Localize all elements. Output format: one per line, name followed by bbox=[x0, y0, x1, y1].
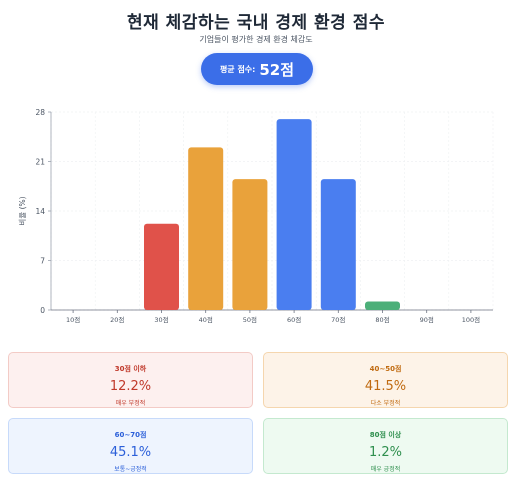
card-percent: 12.2% bbox=[109, 379, 152, 394]
score-distribution-chart: 0 7 14 21 28 비율 (%) 10점 20점 30점 40점 50점 60점 70점 80점 90… bbox=[18, 108, 494, 324]
average-score-value: 52점 bbox=[259, 60, 295, 79]
bar-60점 bbox=[276, 119, 312, 310]
card-description: 매우 부정적 bbox=[115, 400, 146, 407]
bar-30점 bbox=[144, 223, 179, 310]
x-tick-label: 10점 bbox=[66, 316, 80, 324]
summary-card-mid-high: 60~70점 45.1% 보통~긍정적 bbox=[8, 418, 253, 474]
x-tick-label: 20점 bbox=[110, 316, 124, 324]
summary-card-mid-low: 40~50점 41.5% 다소 부정적 bbox=[263, 352, 508, 408]
x-tick-label: 30점 bbox=[154, 316, 168, 324]
card-percent: 1.2% bbox=[368, 445, 403, 460]
y-tick-label: 7 bbox=[40, 257, 45, 266]
x-tick-label: 90점 bbox=[420, 316, 434, 324]
card-range: 80점 이상 bbox=[369, 431, 402, 439]
card-description: 매우 긍정적 bbox=[370, 466, 401, 473]
bar-80점 bbox=[365, 301, 400, 310]
summary-card-low: 30점 이하 12.2% 매우 부정적 bbox=[8, 352, 253, 408]
bar-40점 bbox=[188, 147, 224, 310]
card-percent: 45.1% bbox=[109, 445, 152, 460]
summary-card-high: 80점 이상 1.2% 매우 긍정적 bbox=[263, 418, 508, 474]
x-tick-label: 50점 bbox=[243, 316, 257, 324]
y-axis-label: 비율 (%) bbox=[18, 196, 27, 225]
x-tick-label: 70점 bbox=[331, 316, 345, 324]
y-tick-label: 14 bbox=[35, 207, 45, 216]
y-tick-label: 28 bbox=[35, 108, 45, 117]
card-description: 다소 부정적 bbox=[370, 400, 401, 407]
x-tick-label: 60점 bbox=[287, 316, 301, 324]
card-range: 40~50점 bbox=[369, 365, 402, 373]
y-tick-label: 21 bbox=[35, 158, 45, 167]
average-score-badge: 평균 점수: 52점 bbox=[201, 53, 313, 85]
x-tick-label: 100점 bbox=[462, 316, 480, 324]
page-title: 현재 체감하는 국내 경제 환경 점수 bbox=[126, 13, 386, 33]
x-tick-label: 80점 bbox=[375, 316, 389, 324]
x-tick-label: 40점 bbox=[199, 316, 213, 324]
card-range: 30점 이하 bbox=[114, 365, 147, 373]
card-percent: 41.5% bbox=[364, 379, 407, 394]
page-subtitle: 기업들이 평가한 경제 환경 체감도 bbox=[199, 35, 313, 44]
card-range: 60~70점 bbox=[114, 431, 147, 439]
y-tick-label: 0 bbox=[40, 306, 45, 315]
card-description: 보통~긍정적 bbox=[114, 466, 147, 473]
average-score-label: 평균 점수: bbox=[219, 64, 256, 74]
bar-70점 bbox=[320, 179, 356, 310]
bar-50점 bbox=[232, 179, 268, 310]
